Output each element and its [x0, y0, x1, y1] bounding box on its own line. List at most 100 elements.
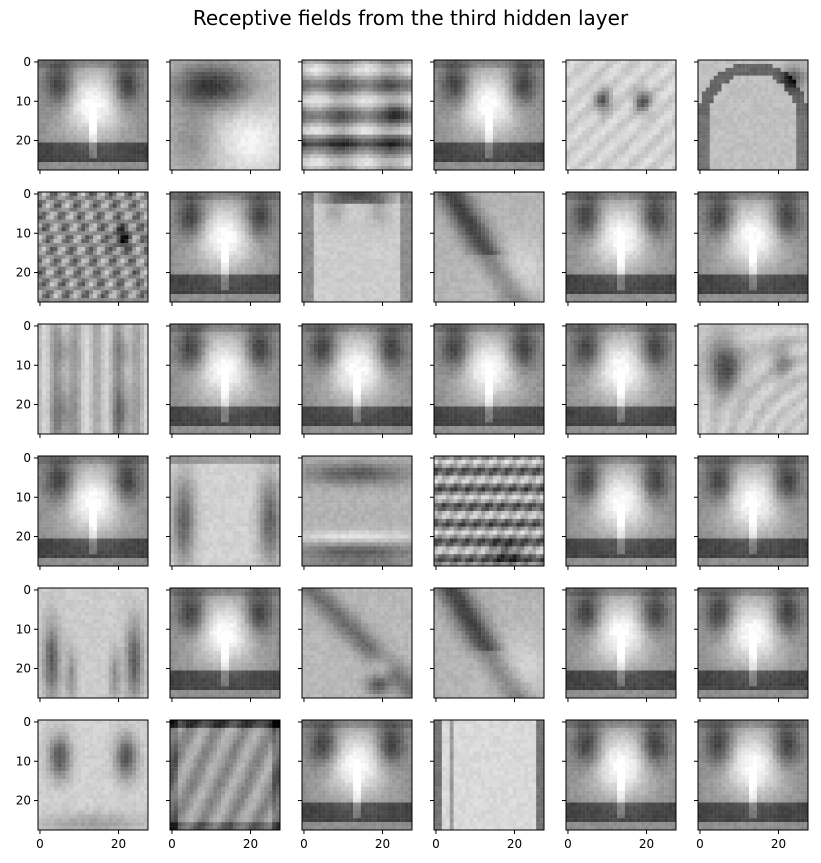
- heatmap-cell: [465, 67, 470, 72]
- heatmap-cell: [628, 107, 633, 112]
- heatmap-cell: [372, 91, 377, 96]
- heatmap-cell: [189, 142, 194, 147]
- heatmap-cell: [372, 115, 377, 120]
- heatmap-cell: [536, 146, 541, 151]
- heatmap-cell: [668, 122, 673, 127]
- heatmap-cell: [408, 162, 413, 167]
- heatmap-cell: [252, 83, 257, 88]
- heatmap-cell: [325, 79, 330, 84]
- heatmap-cell: [112, 223, 117, 228]
- heatmap-cell: [89, 138, 94, 143]
- heatmap-cell: [733, 122, 738, 127]
- heatmap-cell: [205, 67, 210, 72]
- heatmap-cell: [337, 63, 342, 69]
- heatmap-cell: [566, 138, 571, 143]
- heatmap-cell: [652, 166, 657, 171]
- heatmap-cell: [140, 60, 145, 65]
- heatmap-cell: [112, 95, 117, 100]
- heatmap-cell: [302, 71, 307, 76]
- heatmap-cell: [492, 91, 498, 96]
- heatmap-cell: [112, 158, 117, 163]
- heatmap-cell: [392, 154, 397, 159]
- heatmap-cell: [597, 60, 602, 65]
- heatmap-cell: [228, 63, 234, 69]
- heatmap-cell: [53, 211, 58, 216]
- heatmap-cell: [333, 162, 338, 167]
- heatmap-cell: [524, 146, 529, 151]
- heatmap-cell: [144, 138, 149, 143]
- heatmap-cell: [764, 150, 769, 155]
- heatmap-cell: [77, 103, 82, 108]
- heatmap-cell: [77, 138, 82, 143]
- heatmap-cell: [128, 111, 133, 116]
- receptive-field-panel: [565, 59, 677, 171]
- heatmap-cell: [485, 60, 490, 65]
- heatmap-cell: [601, 126, 606, 131]
- heatmap-cell: [368, 83, 373, 88]
- heatmap-cell: [648, 75, 653, 80]
- heatmap-cell: [441, 138, 446, 143]
- heatmap-cell: [540, 111, 545, 116]
- heatmap-cell: [201, 79, 206, 84]
- heatmap-cell: [804, 154, 809, 159]
- heatmap-cell: [465, 60, 470, 65]
- heatmap-cell: [41, 126, 47, 131]
- heatmap-cell: [408, 75, 413, 80]
- heatmap-cell: [524, 150, 529, 155]
- heatmap-cell: [81, 142, 86, 147]
- heatmap-cell: [784, 103, 789, 108]
- heatmap-cell: [593, 118, 598, 124]
- heatmap-cell: [500, 146, 505, 151]
- heatmap-cell: [768, 122, 773, 127]
- heatmap-cell: [49, 223, 54, 228]
- heatmap-cell: [640, 126, 645, 131]
- heatmap-cell: [61, 71, 66, 76]
- heatmap-cell: [325, 111, 330, 116]
- heatmap-cell: [749, 60, 754, 65]
- heatmap-cell: [585, 126, 590, 131]
- heatmap-cell: [469, 111, 474, 116]
- heatmap-cell: [112, 219, 117, 224]
- heatmap-cell: [500, 79, 505, 84]
- heatmap-cell: [445, 122, 450, 127]
- heatmap-cell: [441, 162, 446, 167]
- heatmap-cell: [388, 67, 393, 72]
- heatmap-cell: [120, 203, 125, 208]
- heatmap-cell: [177, 111, 182, 116]
- heatmap-cell: [780, 150, 785, 155]
- heatmap-cell: [536, 166, 541, 171]
- heatmap-cell: [302, 146, 307, 151]
- heatmap-cell: [473, 142, 478, 147]
- heatmap-cell: [573, 95, 578, 100]
- heatmap-cell: [800, 158, 805, 163]
- heatmap-cell: [321, 138, 326, 143]
- heatmap-cell: [461, 111, 466, 116]
- heatmap-cell: [668, 107, 673, 112]
- heatmap-cell: [632, 134, 637, 139]
- heatmap-cell: [140, 146, 145, 151]
- heatmap-cell: [309, 83, 314, 88]
- heatmap-cell: [45, 195, 50, 201]
- heatmap-cell: [244, 79, 249, 84]
- heatmap-cell: [57, 63, 62, 69]
- heatmap-cell: [725, 122, 730, 127]
- heatmap-cell: [434, 146, 439, 151]
- heatmap-cell: [469, 71, 474, 76]
- heatmap-cell: [589, 134, 594, 139]
- heatmap-cell: [760, 67, 765, 72]
- heatmap-cell: [221, 67, 226, 72]
- heatmap-cell: [73, 162, 78, 167]
- heatmap-cell: [104, 211, 109, 216]
- heatmap-cell: [372, 103, 377, 108]
- heatmap-cell: [524, 75, 529, 80]
- heatmap-cell: [473, 138, 478, 143]
- heatmap-cell: [749, 111, 754, 116]
- heatmap-cell: [709, 154, 714, 159]
- heatmap-cell: [170, 63, 175, 69]
- heatmap-cell: [177, 79, 182, 84]
- heatmap-cell: [45, 118, 50, 124]
- heatmap-cell: [144, 154, 149, 159]
- heatmap-cell: [329, 79, 334, 84]
- heatmap-cell: [244, 134, 249, 139]
- heatmap-cell: [701, 142, 707, 147]
